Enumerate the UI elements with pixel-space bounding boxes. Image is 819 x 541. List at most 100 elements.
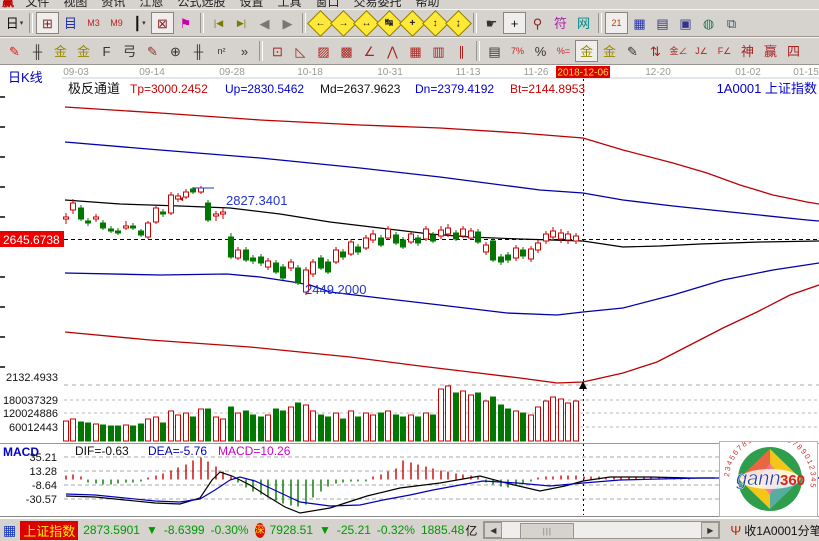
spiral-grid-button[interactable]: 弓 — [118, 40, 141, 62]
sifen-button[interactable]: 四 — [782, 40, 805, 62]
menu-item-2[interactable]: 资讯 — [101, 0, 126, 9]
volume-bar — [168, 410, 174, 442]
gann-fan-button[interactable]: ◺ — [289, 40, 312, 62]
notes-button[interactable]: ▤ — [651, 12, 674, 34]
prev-screen-button[interactable]: ◀ — [253, 12, 276, 34]
pattern-tool-button-icon: 网 — [576, 15, 590, 31]
compress-all-button[interactable]: ↨ — [445, 9, 472, 37]
candle-style-button[interactable]: ┃ ▾ — [133, 15, 146, 31]
gann-box-button[interactable]: ⊡ — [266, 40, 289, 62]
label-tool-button[interactable]: 符 — [549, 12, 572, 34]
menu-item-6[interactable]: 工具 — [277, 0, 302, 9]
highlighted-date[interactable] — [556, 66, 610, 78]
candle — [273, 262, 279, 273]
restore-view-button[interactable]: + — [399, 9, 426, 37]
volume-bar — [483, 400, 489, 442]
ying-angle-button[interactable]: 赢 — [759, 40, 782, 62]
time-grid-button[interactable]: ▥ — [427, 40, 450, 62]
save-button[interactable]: ▣ — [674, 12, 697, 34]
percent-button[interactable]: % — [529, 40, 552, 62]
label: 01-02 — [735, 67, 761, 78]
circle-grid-button[interactable]: ⊕ — [164, 40, 187, 62]
scroll-left-button[interactable]: ◀ — [484, 522, 503, 538]
volume-bar — [295, 402, 301, 442]
pattern-tool-button[interactable]: 网 — [572, 12, 595, 34]
wave-tool-button-icon: ⋀ — [387, 43, 398, 59]
zoom-tool-button[interactable]: ⚲ — [526, 12, 549, 34]
j-angle-button[interactable]: J∠ — [690, 40, 713, 62]
scrollbar-thumb[interactable]: ||| — [520, 523, 575, 539]
gann-fan2-button[interactable]: ▨ — [312, 40, 335, 62]
draw-candle-button[interactable]: ✎ — [621, 40, 644, 62]
label: 极反通道 — [68, 81, 120, 96]
menu-item-0[interactable]: 文件 — [25, 0, 50, 9]
ma3-button[interactable]: M3 — [82, 12, 105, 34]
parallel-lines-button[interactable]: ∥ — [450, 40, 473, 62]
percent7-button[interactable]: 7% — [506, 40, 529, 62]
pan-left-button[interactable]: ← — [307, 9, 334, 37]
pencil-tool-button[interactable]: ✎ — [3, 40, 26, 62]
f-angle-button[interactable]: F∠ — [713, 40, 736, 62]
menu-item-9[interactable]: 帮助 — [415, 0, 440, 9]
antenna-icon: Ψ — [730, 522, 742, 538]
gann-grid-button[interactable]: ▩ — [335, 40, 358, 62]
price-grid-button[interactable]: ▦ — [404, 40, 427, 62]
chart-area[interactable]: ◄ 09-03 09-14 09-28 10-18 10-31 11-13 11-26 12-2… — [0, 65, 819, 518]
next-screen-button[interactable]: ▶ — [276, 12, 299, 34]
ruler-button[interactable]: ▤ — [483, 40, 506, 62]
pan-right-button[interactable]: → — [330, 9, 357, 37]
remote-button[interactable]: ⧉ — [720, 12, 743, 34]
last-screen-button[interactable]: ▶| — [230, 12, 253, 34]
fib-grid-button[interactable]: F — [95, 40, 118, 62]
mark-grid-button[interactable]: ✎ — [141, 40, 164, 62]
menu-item-1[interactable]: 视图 — [63, 0, 88, 9]
ab-measure-button[interactable]: ⇅ — [644, 40, 667, 62]
expand-all-button[interactable]: ↕ — [422, 9, 449, 37]
first-screen-button[interactable]: |◀ — [207, 12, 230, 34]
candle — [220, 211, 226, 215]
scroll-right-button[interactable]: ▶ — [701, 522, 720, 538]
network-button[interactable]: ◍ — [697, 12, 720, 34]
gold-grid-button[interactable]: 金 — [49, 40, 72, 62]
horizontal-scrollbar[interactable]: ◀ ||| ▶ — [483, 521, 721, 539]
menu-item-7[interactable]: 窗口 — [315, 0, 340, 9]
menu-item-5[interactable]: 设置 — [239, 0, 264, 9]
gold-line-button[interactable]: 金 — [598, 40, 621, 62]
hand-tool-button[interactable]: ☛ — [480, 12, 503, 34]
gold-grid2-button[interactable]: 金 — [72, 40, 95, 62]
angle-line-button[interactable]: ∠ — [358, 40, 381, 62]
candle — [573, 235, 579, 242]
menu-item-4[interactable]: 公式选股 — [177, 0, 226, 9]
screen-layout-button[interactable]: ⊞ — [36, 12, 59, 34]
info-panel-button[interactable]: 目 — [59, 12, 82, 34]
gold-angle-button[interactable]: 金∠ — [667, 40, 690, 62]
n2-grid-button[interactable]: n² — [210, 40, 233, 62]
grid-scale-button[interactable]: ╫ — [26, 40, 49, 62]
volume-bar — [400, 416, 406, 442]
plain-grid-button[interactable]: ╫ — [187, 40, 210, 62]
menu-item-8[interactable]: 交易委托 — [353, 0, 402, 9]
gold-circle-button[interactable]: 金 — [575, 40, 598, 62]
menu-item-3[interactable]: 江恩 — [139, 0, 164, 9]
ma9-button[interactable]: M9 — [105, 12, 128, 34]
calendar-button[interactable]: 21 — [605, 12, 628, 34]
formula-manager-button[interactable]: ⊠ — [151, 12, 174, 34]
shen-angle-button[interactable]: 神 — [736, 40, 759, 62]
shen-angle-button-icon: 神 — [740, 43, 754, 59]
wave-tool-button[interactable]: ⋀ — [381, 40, 404, 62]
keyboard-grid-icon[interactable]: ▦ — [3, 521, 17, 538]
index-name-badge[interactable]: 上证指数 — [20, 520, 79, 540]
period-day-button[interactable]: 日 ▾ — [5, 15, 24, 31]
chart-canvas[interactable]: ◄ 09-03 09-14 09-28 10-18 10-31 11-13 11-26 12-2… — [0, 65, 819, 518]
shenzhen-badge[interactable]: 深 — [254, 522, 265, 538]
more-tools-button[interactable]: » — [233, 40, 256, 62]
scrollbar-track[interactable]: ||| — [502, 523, 701, 539]
calculator-button[interactable]: ▦ — [628, 12, 651, 34]
expand-horizontal-button[interactable]: ↔ — [353, 9, 380, 37]
label: 120024886 — [3, 408, 58, 420]
crosshair-tool-button[interactable]: + — [503, 12, 526, 34]
compress-horizontal-button[interactable]: ↹ — [376, 9, 403, 37]
volume-bar — [423, 412, 429, 442]
percent-line-button[interactable]: %= — [552, 40, 575, 62]
color-chart-button[interactable]: ⚑ — [174, 12, 197, 34]
